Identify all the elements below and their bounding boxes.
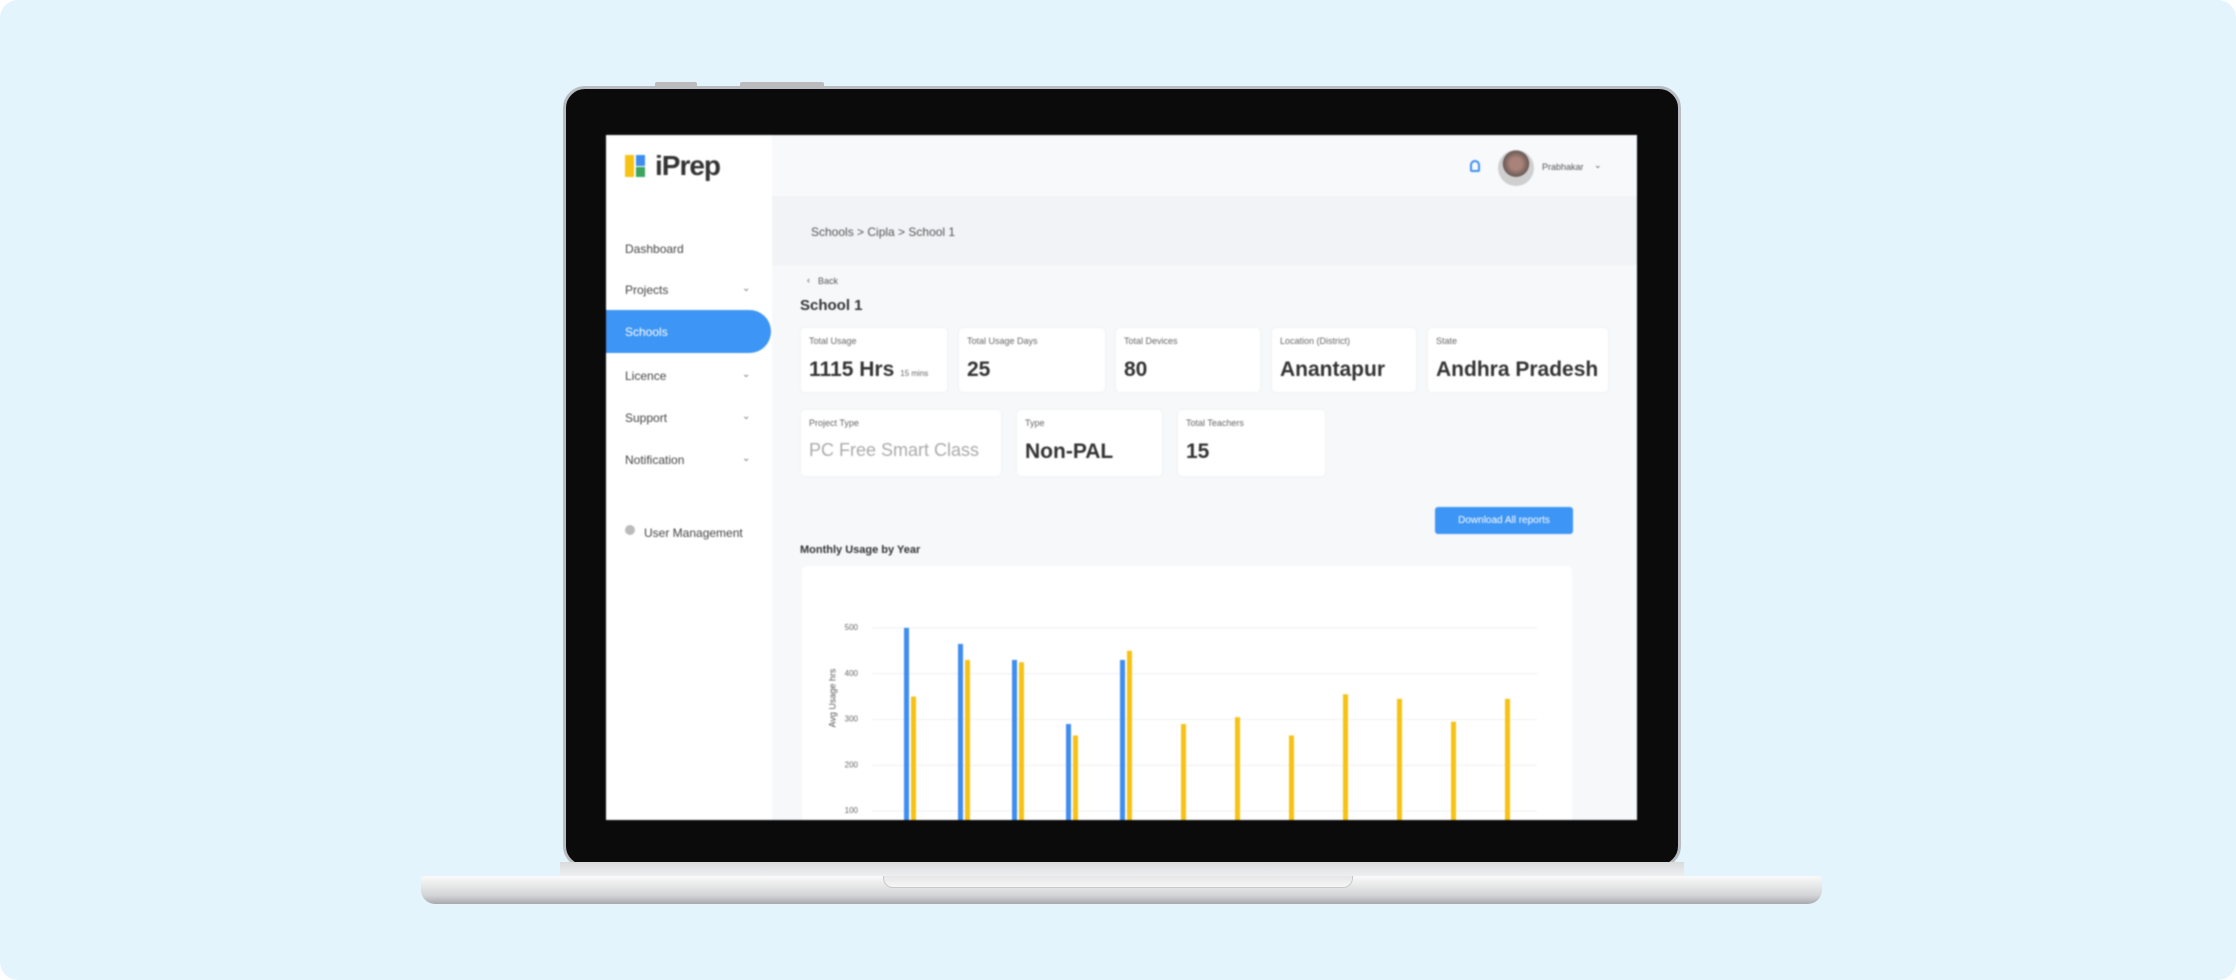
download-button[interactable]: Download All reports — [1435, 507, 1573, 534]
bar — [1451, 721, 1456, 820]
chevron: ⌄ — [1594, 160, 1602, 170]
stat-card: State Andhra Pradesh — [1428, 328, 1608, 392]
breadcrumb: Schools > Cipla > School 1 — [811, 225, 956, 239]
card-value: Andhra Pradesh — [1436, 358, 1599, 381]
card-value: Anantapur — [1280, 358, 1385, 381]
card-value: Non-PAL — [1025, 440, 1114, 463]
user-name[interactable]: Prabhakar — [1542, 162, 1584, 172]
logo-text: iPrep — [655, 150, 721, 181]
bar — [1505, 698, 1510, 820]
bar — [1120, 659, 1125, 820]
page-title: School 1 — [800, 297, 863, 314]
card-value-text: 1115 Hrs — [809, 358, 895, 381]
bell-icon[interactable] — [1470, 160, 1480, 172]
laptop-button — [655, 82, 697, 86]
nav-item[interactable]: Support — [625, 411, 668, 425]
stat-card: Location (District) Anantapur — [1272, 328, 1416, 392]
bar — [1019, 662, 1024, 820]
back-link[interactable]: Back — [818, 276, 839, 286]
card-label: Project Type — [809, 418, 859, 428]
bar — [1073, 735, 1078, 820]
bar — [965, 659, 970, 820]
card-label: Total Devices — [1124, 336, 1178, 346]
chevron: ⌄ — [742, 453, 751, 464]
back-arrow[interactable]: ‹ — [807, 275, 810, 285]
card-label: Location (District) — [1280, 336, 1351, 346]
sidebar: iPrep Dashboard Projects ⌄ Schools Licen… — [606, 135, 772, 820]
y-tick-label: 300 — [845, 715, 859, 724]
bar — [911, 696, 916, 820]
card-label: Type — [1025, 418, 1045, 428]
laptop-hinge — [560, 862, 1684, 876]
stat-card: Project Type PC Free Smart Class — [801, 410, 1001, 476]
stat-card: Total Usage 1115 Hrs 15 mins — [801, 328, 947, 392]
chart: Avg Usage hrs 100 200 300 400 500 — [802, 566, 1572, 820]
stat-card: Type Non-PAL — [1017, 410, 1162, 476]
stat-card: Total Teachers 15 — [1178, 410, 1325, 476]
card-label: Total Teachers — [1186, 418, 1244, 428]
chart-card — [802, 566, 1572, 820]
card-label: Total Usage — [809, 336, 857, 346]
stat-card: Total Usage Days 25 — [959, 328, 1105, 392]
nav-item[interactable]: Notification — [625, 453, 685, 467]
bar — [1012, 659, 1017, 820]
card-extra: 15 mins — [900, 369, 929, 378]
active-nav — [606, 310, 771, 353]
avatar[interactable] — [1498, 150, 1534, 186]
y-tick-label: 200 — [845, 760, 859, 769]
chart-title: Monthly Usage by Year — [800, 544, 921, 556]
bar — [904, 627, 909, 820]
nav-item[interactable]: Licence — [625, 369, 667, 383]
y-axis-label: Avg Usage hrs — [827, 668, 837, 727]
logo-icon — [625, 155, 645, 177]
header — [772, 135, 1637, 197]
bar — [958, 643, 963, 820]
y-tick-label: 100 — [845, 806, 859, 815]
laptop-button — [740, 82, 824, 86]
card-value: 80 — [1124, 358, 1148, 381]
bar — [1343, 694, 1348, 820]
logo: iPrep — [625, 150, 721, 182]
card-value: 15 — [1186, 440, 1210, 463]
card-value: 1115 Hrs 15 mins — [809, 358, 928, 382]
card-label: State — [1436, 336, 1458, 346]
stat-card: Total Devices 80 — [1116, 328, 1260, 392]
bar — [1181, 724, 1186, 820]
nav-item[interactable]: Projects — [625, 283, 669, 297]
chevron: ⌄ — [742, 283, 751, 294]
user-icon — [625, 525, 635, 535]
screen: iPrep Dashboard Projects ⌄ Schools Licen… — [606, 135, 1637, 820]
nav-item[interactable]: Dashboard — [625, 242, 684, 256]
card-label: Total Usage Days — [967, 336, 1038, 346]
laptop-groove — [883, 876, 1353, 888]
bar — [1127, 650, 1132, 820]
card-value: PC Free Smart Class — [809, 440, 980, 460]
chevron: ⌄ — [742, 411, 751, 422]
breadcrumb-bar — [772, 196, 1637, 265]
y-tick-label: 500 — [845, 623, 859, 632]
bar — [1066, 724, 1071, 820]
chevron: ⌄ — [742, 369, 751, 380]
bar — [1397, 698, 1402, 820]
nav-item[interactable]: Schools — [625, 325, 668, 339]
nav-item[interactable]: User Management — [644, 526, 743, 540]
card-value: 25 — [967, 358, 991, 381]
bar — [1235, 717, 1240, 820]
y-tick-label: 400 — [845, 669, 859, 678]
bar — [1289, 735, 1294, 820]
